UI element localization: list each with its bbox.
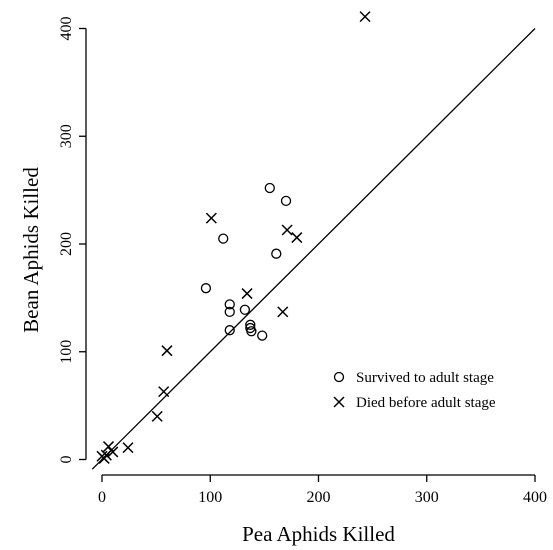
- x-tick-label: 0: [98, 489, 106, 506]
- point-died: [291, 232, 303, 244]
- point-survived: [280, 195, 292, 207]
- point-died: [151, 410, 163, 422]
- point-survived: [257, 330, 268, 341]
- point-died: [359, 11, 371, 23]
- point-died: [161, 345, 173, 357]
- point-survived: [246, 326, 257, 337]
- legend-label-died: Died before adult stage: [356, 395, 496, 411]
- x-tick-label: 300: [415, 489, 439, 506]
- y-tick-label: 200: [58, 232, 75, 256]
- axes: 0 100 200 300 400 0 100 200 300 400: [58, 17, 547, 507]
- point-survived: [218, 233, 229, 244]
- x-tick-label: 200: [307, 489, 331, 506]
- point-died: [100, 449, 112, 461]
- point-survived: [224, 299, 235, 310]
- legend: Survived to adult stage Died before adul…: [333, 370, 496, 411]
- point-died: [281, 224, 293, 236]
- point-survived: [271, 248, 282, 259]
- point-died: [122, 442, 134, 454]
- point-survived: [245, 319, 256, 330]
- y-tick-label: 100: [58, 340, 75, 364]
- y-axis-label: Bean Aphids Killed: [19, 167, 43, 333]
- x-ticks: 0 100 200 300 400: [98, 475, 547, 506]
- point-died: [205, 212, 217, 224]
- point-survived: [224, 325, 235, 336]
- y-tick-label: 400: [58, 17, 75, 41]
- point-died: [241, 288, 253, 300]
- x-tick-label: 400: [523, 489, 547, 506]
- legend-cross-marker: [333, 396, 345, 408]
- legend-circle-marker: [333, 371, 345, 383]
- y-ticks: 0 100 200 300 400: [58, 17, 86, 464]
- point-died: [98, 452, 110, 464]
- x-axis-label: Pea Aphids Killed: [242, 522, 395, 546]
- point-survived: [264, 182, 275, 194]
- point-survived: [200, 283, 212, 294]
- data-points: [96, 11, 371, 464]
- y-tick-label: 300: [58, 124, 75, 148]
- x-tick-label: 100: [198, 489, 222, 506]
- point-survived: [239, 304, 251, 315]
- point-died: [107, 446, 119, 458]
- legend-label-survived: Survived to adult stage: [356, 370, 494, 386]
- point-died: [277, 306, 289, 318]
- point-survived: [224, 306, 235, 318]
- point-died: [158, 386, 170, 398]
- y-tick-label: 0: [58, 456, 75, 464]
- reference-line-y-equals-x: [91, 28, 536, 470]
